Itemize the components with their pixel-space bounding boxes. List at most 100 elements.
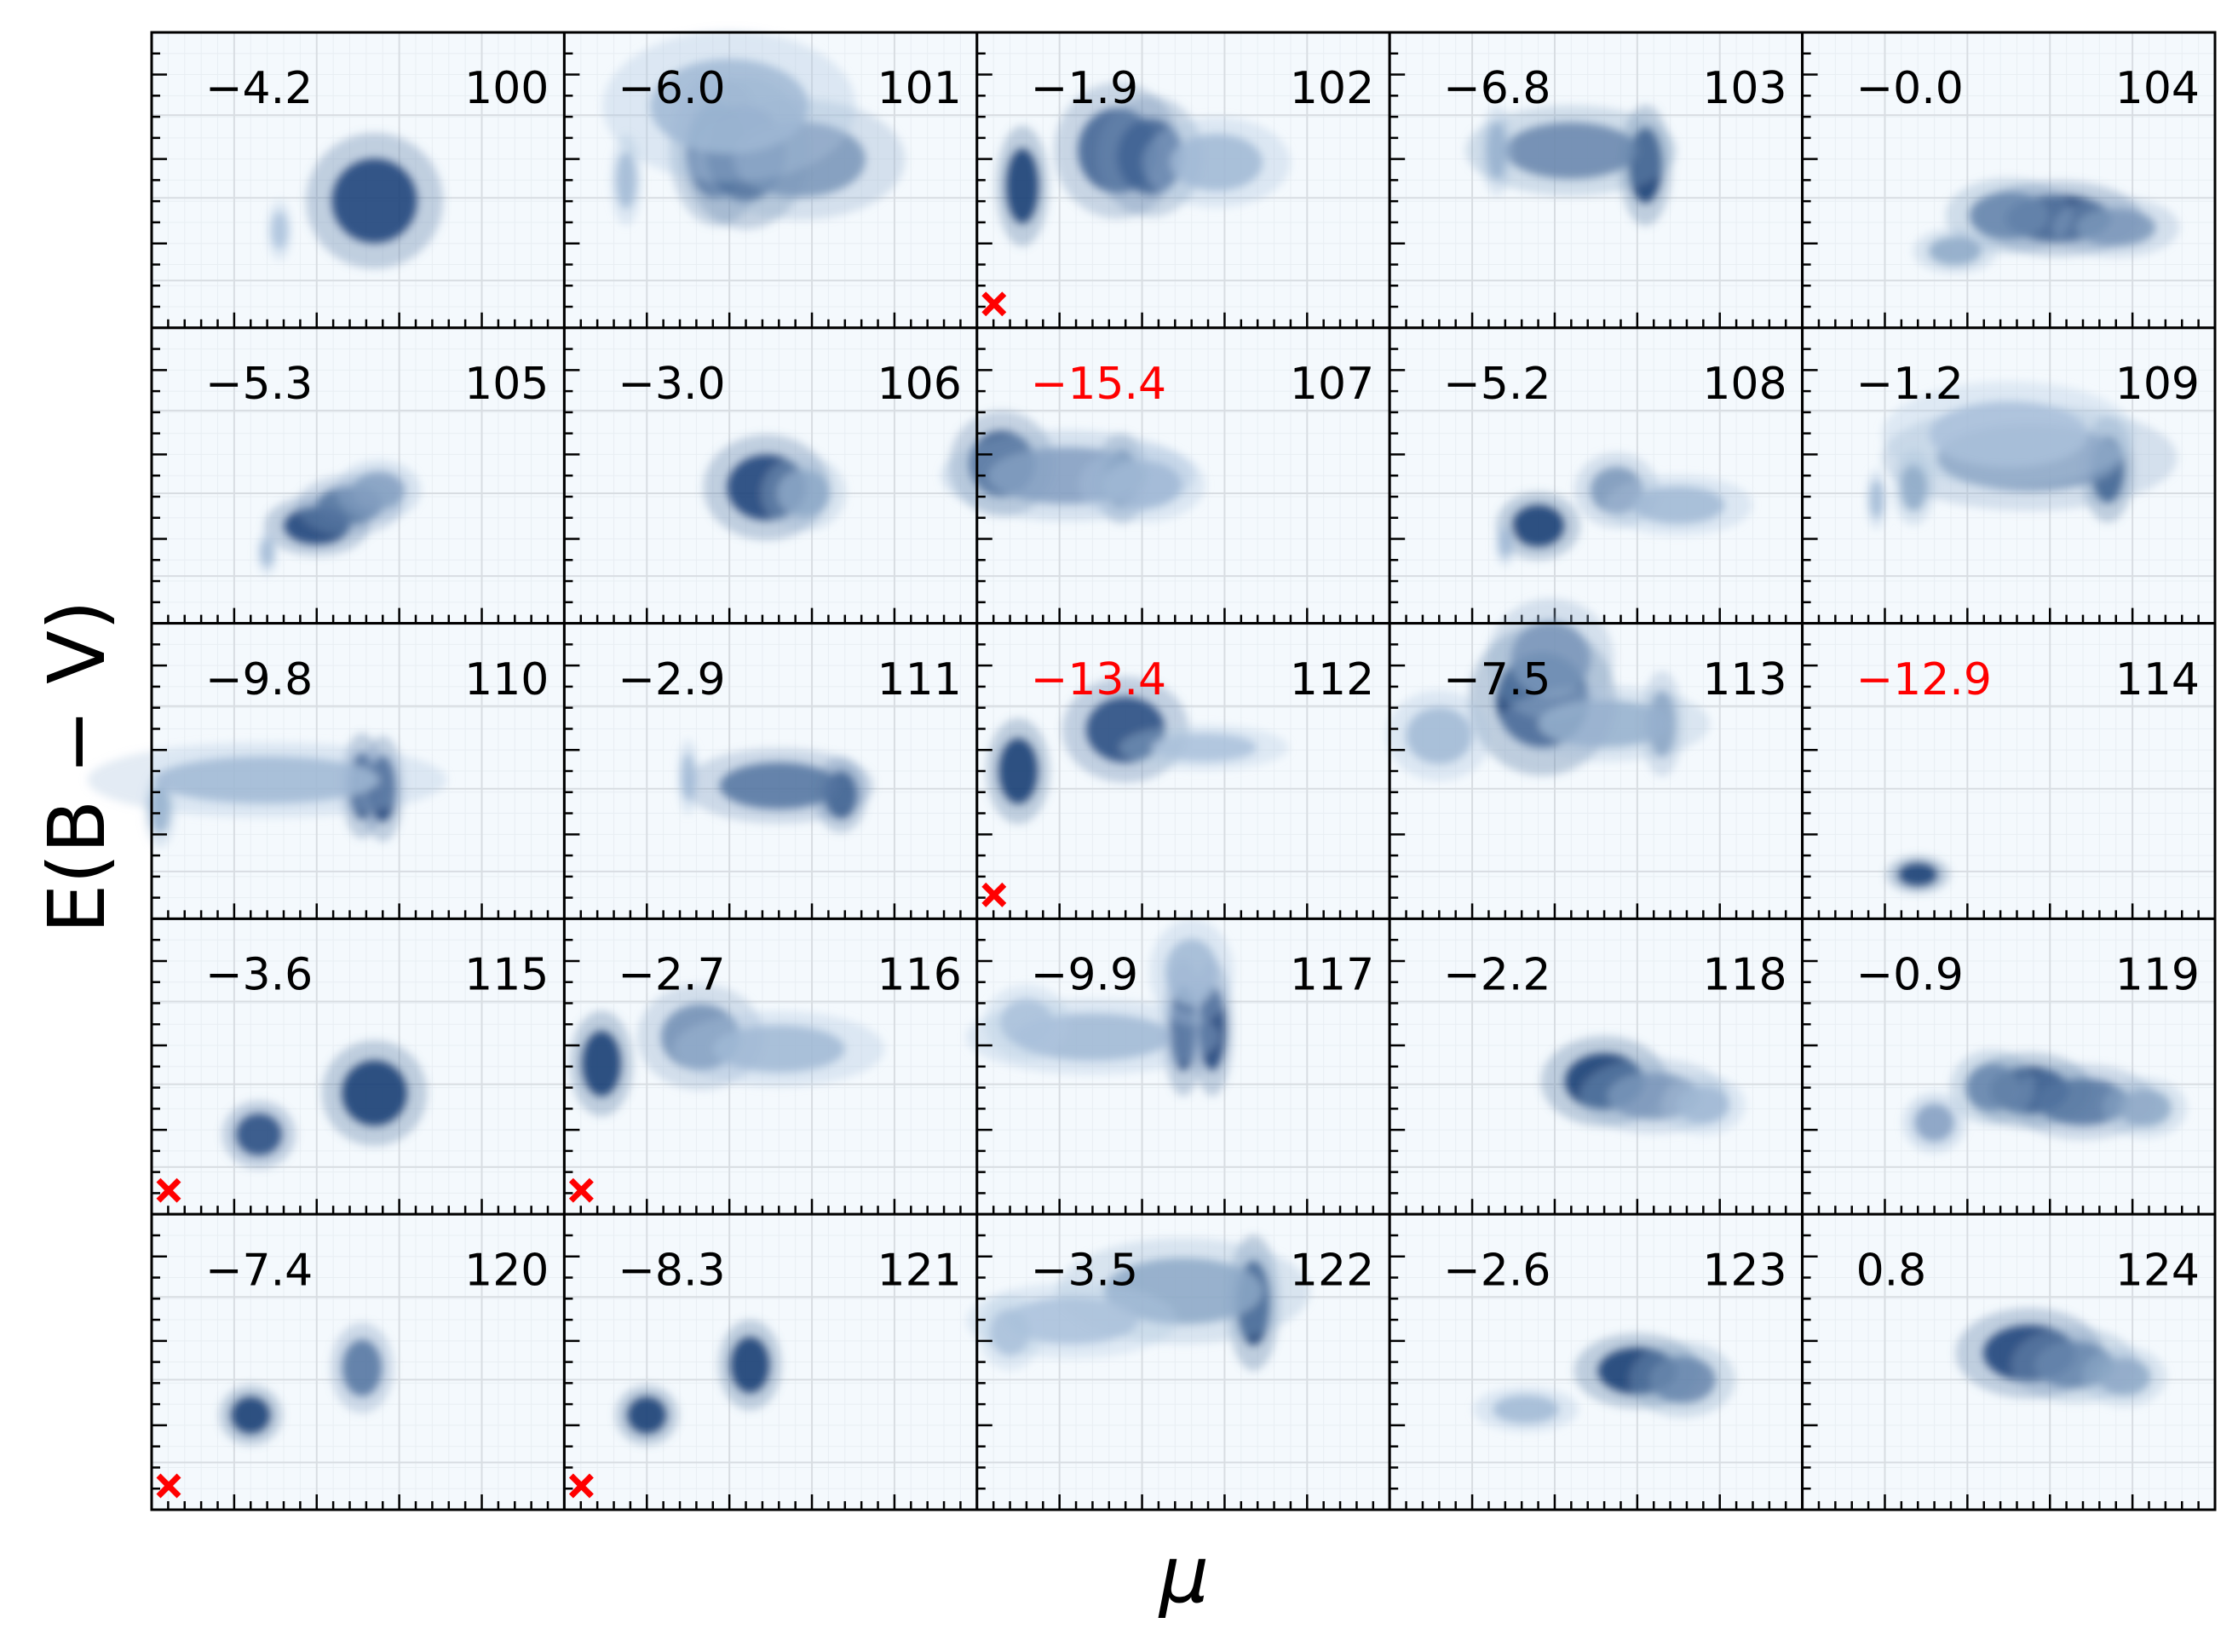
panel-value-label: −1.2 [1856,359,1964,410]
panel-id-label: 111 [877,654,962,705]
y-axis-label: E(B − V) [32,600,123,934]
density-blob [627,1396,667,1435]
panel-value-label: −3.0 [618,359,725,410]
panel-102: −1.9 102 [975,31,1391,330]
panel-id-label: 117 [1290,950,1374,1001]
panel-value-label: −4.2 [205,63,313,114]
density-map [569,983,885,1117]
panel-value-label: −2.7 [618,950,725,1001]
density-map [221,1039,428,1169]
panel-frame [1801,1212,2217,1511]
density-map [941,411,1205,524]
panel-id-label: 119 [2115,950,2200,1001]
density-blob [342,1339,383,1396]
panel-123: −2.6 123 [1388,1212,1804,1511]
x-axis-label: μ [1158,1529,1210,1620]
red-x-marker [156,1177,181,1203]
panel-value-label: −7.4 [205,1245,313,1296]
marker-stroke [981,882,1007,907]
density-map [1386,598,1711,781]
panel-108: −5.2 108 [1388,326,1804,625]
density-map [267,132,444,269]
density-blob [1406,707,1473,764]
density-map [87,733,447,848]
density-blob [1504,122,1637,180]
density-blob [581,1030,622,1097]
density-map [1473,1333,1736,1432]
density-map [703,434,846,541]
panel-id-label: 118 [1702,950,1786,1001]
panel-grid: −4.2 100 −6.0 101 −1.9 102 −6.8 103 −0.0 104 −5.3 1… [87,30,2217,1511]
density-blob [1897,862,1938,887]
density-blob [1928,236,1982,266]
density-blob [998,738,1038,804]
panel-107: −15.4 107 [941,326,1391,625]
panel-value-label: −9.9 [1031,950,1138,1001]
red-x-marker [981,882,1007,907]
density-blob [1165,938,1218,1005]
panel-110: −9.8 110 [87,622,566,920]
density-blob [271,211,288,250]
panel-id-label: 124 [2115,1245,2200,1296]
panel-id-label: 106 [877,359,962,410]
density-blob [1914,1103,1954,1142]
red-x-marker [568,1473,594,1499]
panel-id-label: 108 [1702,359,1786,410]
red-x-marker [156,1473,181,1499]
panel-121: −8.3 121 [562,1212,979,1511]
density-map [602,30,906,229]
panel-103: −6.8 103 [1388,31,1804,330]
density-blob [712,1025,845,1073]
panel-value-label: −3.5 [1031,1245,1138,1296]
panel-id-label: 112 [1290,654,1374,705]
density-blob [999,999,1053,1046]
density-map [987,676,1289,825]
density-map [615,1319,782,1446]
marker-stroke [568,1473,594,1499]
density-blob [2118,1089,2172,1127]
panel-106: −3.0 106 [562,326,979,625]
panel-id-label: 121 [877,1245,962,1296]
panel-104: −0.0 104 [1801,31,2217,330]
density-map [219,1322,394,1446]
panel-117: −9.9 117 [965,917,1391,1216]
density-blob [231,1396,271,1435]
density-map [1866,381,2178,530]
panel-114: −12.9 114 [1801,622,2217,920]
density-blob [1870,480,1884,519]
density-blob [1677,1085,1730,1125]
density-blob [341,1060,408,1126]
marker-stroke [156,1473,181,1499]
panel-id-label: 100 [464,63,549,114]
panel-value-label: −5.2 [1443,359,1550,410]
panel-id-label: 105 [464,359,549,410]
density-blob [1102,460,1182,509]
density-map [256,460,422,576]
density-blob [1487,122,1507,180]
panel-value-label: −0.0 [1856,63,1964,114]
density-map [1494,452,1753,567]
panel-value-label: −2.6 [1443,1245,1550,1296]
red-x-marker [981,291,1007,317]
panel-id-label: 115 [464,950,549,1001]
density-blob [730,1336,770,1394]
panel-value-label: −12.9 [1856,654,1992,705]
density-blob [1632,486,1725,525]
panel-value-label: −7.5 [1443,654,1550,705]
density-blob [1900,463,1927,511]
panel-118: −2.2 118 [1388,917,1804,1216]
panel-value-label: −8.3 [618,1245,725,1296]
panel-value-label: −2.9 [618,654,725,705]
panel-111: −2.9 111 [562,622,979,920]
panel-value-label: −1.9 [1031,63,1138,114]
panel-id-label: 104 [2115,63,2200,114]
panel-value-label: −15.4 [1031,359,1166,410]
panel-id-label: 101 [877,63,962,114]
panel-id-label: 113 [1702,654,1786,705]
density-blob [1538,699,1671,748]
panel-value-label: −6.8 [1443,63,1550,114]
density-blob [1005,147,1039,224]
density-blob [1170,134,1263,191]
panel-115: −3.6 115 [150,917,566,1216]
density-blob [1969,192,2049,239]
